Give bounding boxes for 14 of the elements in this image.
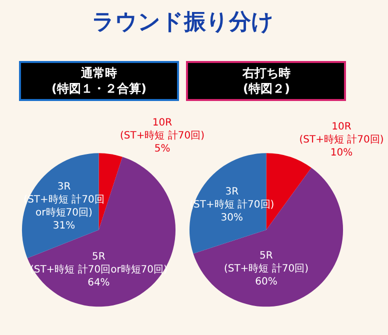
slice-label: 10R (ST+時短 計70回) — [120, 118, 205, 142]
slice-label: 5R (ST+時短 計70回) — [224, 250, 309, 274]
data-label: 10% — [330, 148, 353, 159]
data-label: 31% — [52, 220, 76, 232]
data-label: 30% — [220, 212, 243, 224]
data-label: 64% — [88, 277, 110, 288]
chart-subtitle: (特図１・２合算) — [52, 82, 146, 96]
chart-subtitle: (特図２) — [243, 82, 290, 96]
chart-title: 通常時 — [80, 66, 117, 80]
slice-label: 10R (ST+時短 計70回) — [299, 122, 384, 146]
data-label: 60% — [255, 276, 278, 288]
text: ラウンド振り分け — [92, 10, 274, 35]
chart-title: 右打ち時 — [242, 66, 290, 80]
data-label: 5% — [154, 144, 170, 155]
